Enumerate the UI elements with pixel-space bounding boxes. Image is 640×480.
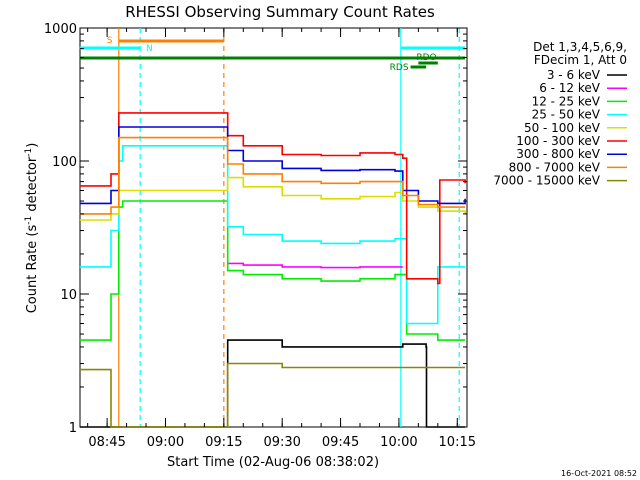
chart-title: RHESSI Observing Summary Count Rates bbox=[125, 3, 435, 21]
timestamp: 16-Oct-2021 08:52 bbox=[561, 469, 637, 478]
legend-label: 50 - 100 keV bbox=[524, 121, 601, 135]
y-tick-label: 1000 bbox=[44, 22, 77, 37]
series-line-5 bbox=[79, 112, 466, 285]
legend-header-1: Det 1,3,4,5,6,9, bbox=[533, 40, 627, 54]
series-line-7 bbox=[79, 136, 466, 215]
x-tick-label: 10:15 bbox=[439, 435, 476, 450]
x-tick-label: 09:45 bbox=[322, 435, 359, 450]
y-axis-label: Count Rate (s-1 detector-1) bbox=[24, 143, 40, 314]
series-line-4 bbox=[79, 176, 466, 221]
flag-label-N: N bbox=[146, 44, 153, 54]
y-axis-label-mid: detector bbox=[25, 156, 40, 216]
flag-bars: SNRDORDS bbox=[79, 36, 466, 73]
legend-label: 300 - 800 keV bbox=[516, 147, 600, 161]
event-lines bbox=[118, 28, 460, 427]
legend-label: 7000 - 15000 keV bbox=[493, 174, 600, 188]
y-axis-label-main: Count Rate (s bbox=[25, 225, 40, 314]
x-tick-label: 09:00 bbox=[147, 435, 184, 450]
flag-label-RDS: RDS bbox=[390, 63, 409, 73]
series-line-1 bbox=[227, 262, 403, 269]
series-line-8 bbox=[79, 362, 466, 428]
plot-area: SNRDORDS bbox=[79, 27, 468, 428]
x-axis: 08:45 09:00 09:15 09:30 09:45 10:00 10:15 bbox=[87, 28, 476, 450]
x-tick-label: 10:00 bbox=[380, 435, 417, 450]
legend-label: 25 - 50 keV bbox=[532, 108, 601, 122]
y-tick-label: 1 bbox=[69, 421, 77, 436]
y-axis: 1 10 100 1000 bbox=[44, 22, 467, 436]
legend: Det 1,3,4,5,6,9, FDecim 1, Att 0 3 - 6 k… bbox=[493, 40, 627, 188]
flag-label-S: S bbox=[107, 36, 113, 46]
series-line-0 bbox=[79, 339, 466, 428]
legend-label: 3 - 6 keV bbox=[547, 68, 601, 82]
x-tick-label: 09:15 bbox=[205, 435, 242, 450]
y-axis-label-end: ) bbox=[25, 143, 40, 148]
legend-label: 12 - 25 keV bbox=[532, 94, 601, 108]
y-tick-label: 10 bbox=[60, 288, 77, 303]
y-axis-label-sup1: -1 bbox=[24, 216, 34, 225]
legend-label: 6 - 12 keV bbox=[539, 81, 601, 95]
x-tick-label: 09:30 bbox=[263, 435, 300, 450]
legend-header-2: FDecim 1, Att 0 bbox=[534, 53, 627, 67]
y-axis-label-sup2: -1 bbox=[24, 148, 34, 157]
x-axis-label: Start Time (02-Aug-06 08:38:02) bbox=[167, 455, 379, 470]
y-tick-label: 100 bbox=[52, 155, 77, 170]
x-tick-label: 08:45 bbox=[88, 435, 125, 450]
series-lines bbox=[79, 112, 466, 428]
legend-label: 100 - 300 keV bbox=[516, 134, 600, 148]
legend-label: 800 - 7000 keV bbox=[509, 160, 601, 174]
plot-frame bbox=[79, 27, 468, 428]
